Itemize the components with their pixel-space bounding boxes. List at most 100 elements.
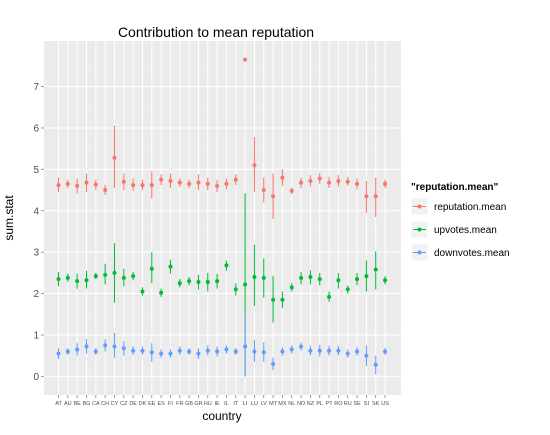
data-point [252, 349, 257, 354]
data-point [159, 351, 164, 356]
x-tick-label: NZ [307, 401, 315, 407]
x-tick-label: AU [64, 401, 72, 407]
x-tick-label: SK [372, 401, 380, 407]
data-point [112, 344, 117, 349]
x-tick-label: CY [111, 401, 119, 407]
data-point [373, 267, 378, 272]
data-point [252, 163, 257, 168]
data-point [233, 177, 238, 182]
data-point [289, 285, 294, 290]
x-tick-label: ES [157, 401, 165, 407]
x-tick-label: PT [326, 401, 334, 407]
data-point [215, 349, 220, 354]
data-point [112, 270, 117, 275]
data-point [280, 349, 285, 354]
legend-label: upvotes.mean [434, 225, 497, 236]
data-point [65, 275, 70, 280]
data-point [317, 277, 322, 282]
data-point [355, 277, 360, 282]
data-point [65, 181, 70, 186]
data-point [280, 297, 285, 302]
data-point [280, 175, 285, 180]
x-tick-label: FR [176, 401, 183, 407]
data-point [65, 349, 70, 354]
data-point [168, 178, 173, 183]
data-point [364, 274, 369, 279]
data-point [177, 348, 182, 353]
data-point [121, 275, 126, 280]
data-point [215, 183, 220, 188]
data-point [187, 349, 192, 354]
y-tick-label: 4 [33, 206, 39, 217]
data-point [196, 279, 201, 284]
series-upvotes-mean [56, 193, 388, 377]
data-point [308, 348, 313, 353]
data-point [364, 194, 369, 199]
data-point [159, 290, 164, 295]
data-point [103, 343, 108, 348]
data-point [271, 361, 276, 366]
data-point [93, 274, 98, 279]
x-tick-label: DK [139, 401, 147, 407]
data-point [233, 287, 238, 292]
data-point [243, 282, 248, 287]
data-point [196, 351, 201, 356]
data-point [177, 180, 182, 185]
y-tick-label: 1 [33, 330, 39, 341]
data-point [383, 181, 388, 186]
series-downvotes-mean [56, 314, 388, 377]
data-point [84, 344, 89, 349]
data-point [56, 351, 61, 356]
data-point [364, 353, 369, 358]
data-point [299, 180, 304, 185]
data-point [271, 297, 276, 302]
y-tick-label: 5 [33, 165, 39, 176]
data-point [215, 279, 220, 284]
data-point [261, 350, 266, 355]
data-point [205, 279, 210, 284]
data-point [140, 348, 145, 353]
data-point [355, 349, 360, 354]
x-tick-label: MX [278, 401, 287, 407]
data-point [205, 181, 210, 186]
data-point [131, 348, 136, 353]
data-point [317, 348, 322, 353]
plot-panel [44, 41, 401, 395]
data-point [308, 178, 313, 183]
data-point [383, 349, 388, 354]
x-tick-label: EE [148, 401, 156, 407]
data-point [317, 176, 322, 181]
data-point [131, 274, 136, 279]
data-point [355, 181, 360, 186]
data-point [140, 183, 145, 188]
y-tick-label: 2 [33, 289, 39, 300]
data-point [103, 272, 108, 277]
y-tick-label: 7 [33, 82, 39, 93]
data-point [177, 281, 182, 286]
data-point [327, 294, 332, 299]
data-point [121, 179, 126, 184]
data-point [327, 180, 332, 185]
data-point [252, 275, 257, 279]
legend-label: reputation.mean [434, 202, 506, 213]
x-tick-label: RU [344, 401, 352, 407]
data-point [383, 278, 388, 283]
x-tick-label: US [381, 401, 389, 407]
x-tick-label: GR [194, 401, 202, 407]
grid-lines [44, 41, 401, 395]
data-point [299, 275, 304, 280]
legend-key-point [417, 227, 422, 232]
x-tick-label: BE [73, 401, 81, 407]
data-point [168, 351, 173, 356]
data-point [159, 177, 164, 182]
x-tick-label: MT [269, 401, 278, 407]
legend-key-point [417, 204, 422, 209]
legend-title: "reputation.mean" [411, 182, 499, 193]
data-point [93, 349, 98, 354]
data-point [345, 179, 350, 184]
data-point [56, 183, 61, 188]
data-point [373, 194, 378, 199]
data-point [205, 348, 210, 353]
data-point [233, 349, 238, 354]
data-point [308, 275, 313, 279]
